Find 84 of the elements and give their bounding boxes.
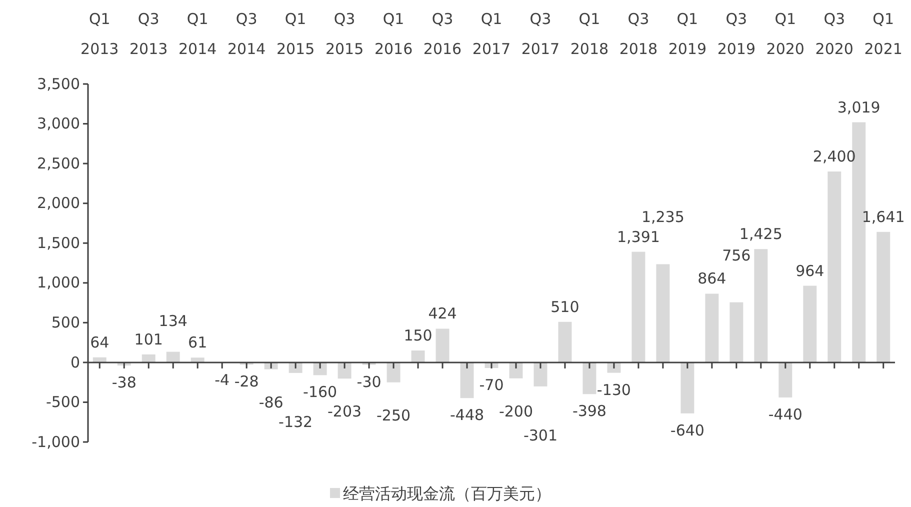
data-label: 2,400: [812, 148, 856, 166]
y-tick-label: 3,500: [37, 74, 80, 93]
bar: [778, 362, 792, 398]
bar: [632, 252, 646, 362]
data-label: -398: [572, 402, 606, 420]
data-label: -28: [234, 372, 259, 391]
y-tick-label: 500: [51, 313, 80, 332]
data-label: 1,641: [862, 208, 905, 226]
data-label: -250: [376, 406, 411, 424]
data-label: -86: [258, 393, 284, 412]
bar: [411, 350, 425, 362]
data-label: -4: [214, 370, 230, 389]
bar: [534, 362, 548, 386]
bar: [607, 362, 621, 373]
y-tick-label: 1,500: [37, 234, 80, 252]
x-tick-label: Q3 2013: [130, 10, 168, 58]
x-tick-label: Q1 2021: [864, 10, 902, 58]
x-tick-label: Q1 2016: [374, 10, 413, 58]
bar: [803, 286, 817, 362]
y-tick-label: 3,000: [37, 114, 80, 133]
data-label: 3,019: [837, 98, 880, 116]
y-tick-label: 2,500: [37, 154, 80, 172]
data-label: 1,391: [616, 228, 660, 246]
data-label: -132: [278, 412, 313, 431]
x-tick-label: Q1 2015: [276, 10, 315, 58]
y-tick-label: -500: [46, 393, 80, 412]
x-tick-label: Q1 2019: [668, 10, 707, 58]
data-label: 1,425: [739, 225, 782, 244]
bar: [558, 322, 572, 362]
bar: [313, 362, 327, 376]
y-tick-label: 2,000: [37, 194, 80, 212]
x-tick-label: Q3 2018: [619, 10, 658, 58]
x-tick-label: Q1 2013: [80, 10, 119, 58]
data-label: 510: [550, 298, 580, 316]
x-tick-label: Q3 2015: [325, 10, 364, 58]
bar: [730, 302, 744, 362]
data-label: -30: [356, 372, 382, 391]
data-label: -640: [670, 421, 704, 440]
x-tick-label: Q3 2020: [815, 10, 854, 58]
data-label: -448: [450, 406, 484, 424]
data-label: 61: [188, 334, 208, 352]
bar: [460, 362, 474, 398]
legend-label: 经营活动现金流（百万美元）: [343, 484, 551, 503]
bar: [436, 328, 450, 362]
data-label: -200: [498, 402, 534, 420]
x-tick-label: Q3 2014: [227, 10, 266, 58]
bar: [338, 362, 352, 379]
data-label: 756: [722, 246, 751, 264]
bar: [828, 172, 842, 362]
data-label: 101: [134, 330, 163, 348]
bar: [876, 232, 890, 362]
data-label: 64: [90, 333, 110, 352]
y-tick-label: 0: [70, 353, 80, 372]
data-label: -301: [523, 426, 558, 444]
x-tick-label: Q1 2014: [178, 10, 217, 58]
bar: [754, 249, 768, 362]
bar: [680, 362, 694, 414]
data-label: 1,235: [641, 208, 684, 226]
x-tick-label: Q3 2019: [717, 10, 756, 58]
bar: [656, 264, 670, 362]
data-label: -70: [479, 376, 504, 394]
bar: [386, 362, 400, 382]
bar: [264, 362, 278, 370]
x-tick-label: Q3 2016: [423, 10, 462, 58]
bar: [509, 362, 523, 378]
data-label: -203: [328, 402, 362, 421]
data-label: 150: [404, 326, 432, 345]
data-label: 424: [428, 304, 457, 323]
data-label: 134: [158, 312, 188, 330]
y-tick-label: 1,000: [37, 274, 80, 292]
data-label: -160: [303, 383, 338, 402]
data-label: -130: [596, 380, 631, 399]
bar: [288, 362, 302, 373]
data-label: -440: [768, 405, 802, 424]
data-label: 864: [698, 270, 726, 288]
data-label: 964: [796, 262, 824, 280]
x-tick-label: Q1 2018: [570, 10, 609, 58]
y-tick-label: -1,000: [32, 432, 80, 451]
data-label: -38: [112, 373, 136, 392]
x-tick-label: Q1 2017: [472, 10, 511, 58]
x-tick-label: Q3 2017: [521, 10, 560, 58]
bar: [582, 362, 596, 394]
x-tick-label: Q1 2020: [766, 10, 804, 58]
bar: [705, 294, 719, 362]
